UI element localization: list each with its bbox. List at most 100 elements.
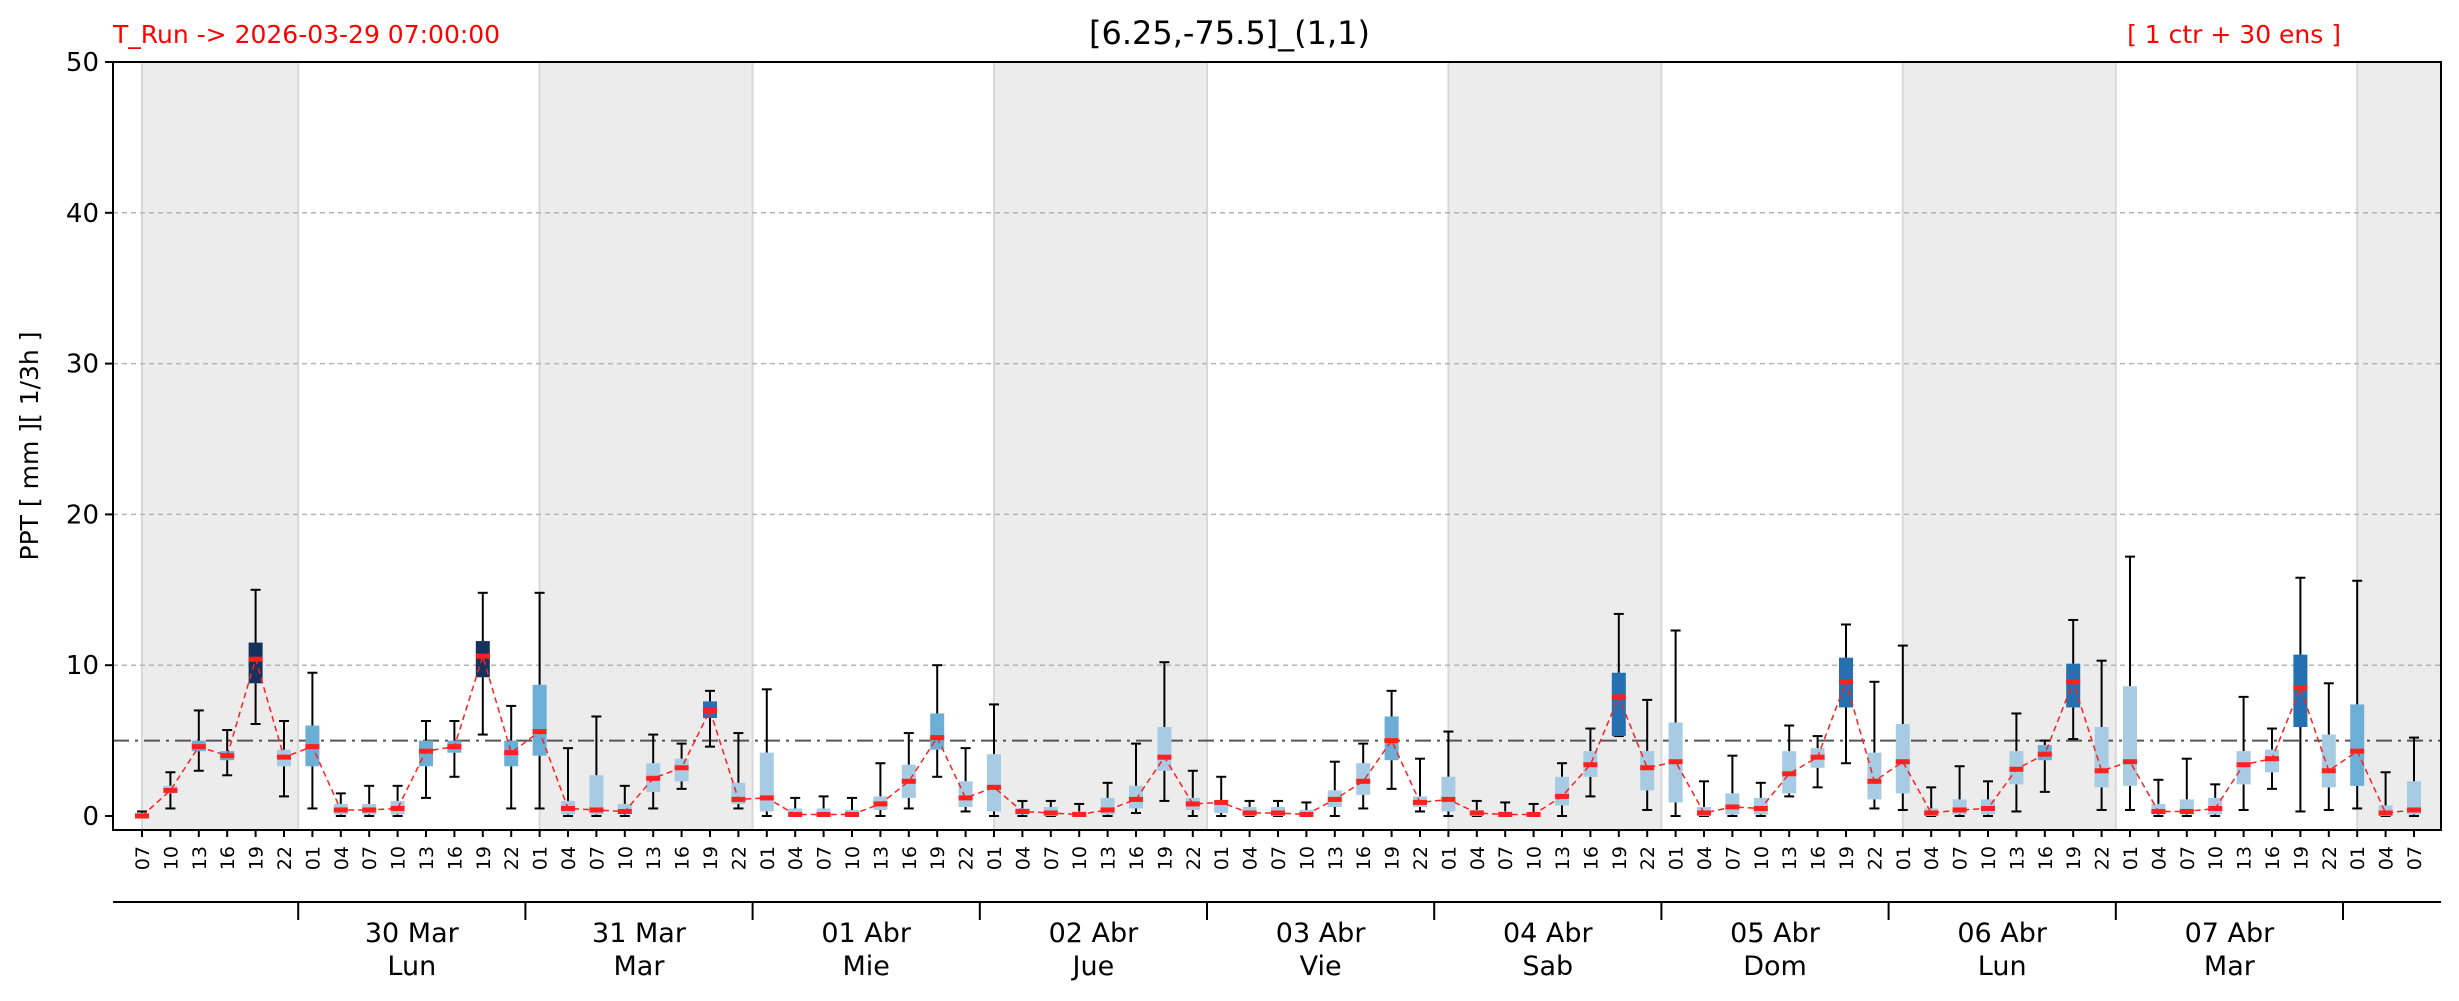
hour-tick-label: 07 xyxy=(1495,846,1517,870)
hour-tick-label: 16 xyxy=(2035,846,2057,870)
hour-tick-label: 10 xyxy=(1069,846,1091,870)
box-62 xyxy=(1895,644,1910,811)
hour-tick-label: 10 xyxy=(2205,846,2227,870)
hour-tick-label: 04 xyxy=(331,846,353,870)
day-band xyxy=(1902,62,2116,830)
day-bands xyxy=(141,62,2442,830)
hour-tick-label: 10 xyxy=(1751,846,1773,870)
day-date-label: 01 Abr xyxy=(821,918,912,949)
box-57 xyxy=(1753,781,1768,817)
hour-tick-label: 07 xyxy=(2177,846,2199,870)
hour-tick-label: 07 xyxy=(1722,846,1744,870)
hour-tick-label: 13 xyxy=(1325,846,1347,870)
hour-tick-label: 13 xyxy=(1779,846,1801,870)
hour-tick-label: 13 xyxy=(870,846,892,870)
box-38 xyxy=(1214,775,1229,817)
box-6 xyxy=(305,671,320,810)
box-iqr xyxy=(930,713,945,750)
hour-tick-label: 04 xyxy=(1467,846,1489,870)
box-iqr xyxy=(2350,704,2365,786)
y-tick-label: 20 xyxy=(66,500,99,530)
hour-tick-label: 01 xyxy=(1211,846,1233,870)
box-iqr xyxy=(1725,793,1740,815)
hour-tick-label: 19 xyxy=(1609,846,1631,870)
box-77 xyxy=(2321,682,2336,811)
hour-tick-label: 22 xyxy=(501,846,523,870)
box-13 xyxy=(504,704,519,810)
day-band xyxy=(2357,62,2441,830)
hour-tick-label: 19 xyxy=(1154,846,1176,870)
hour-tick-label: 22 xyxy=(2319,846,2341,870)
hour-tick-label: 04 xyxy=(2148,846,2170,870)
day-date-label: 03 Abr xyxy=(1276,918,1367,949)
hour-tick-label: 16 xyxy=(672,846,694,870)
box-iqr xyxy=(759,752,774,812)
hour-tick-label: 04 xyxy=(1921,846,1943,870)
hour-tick-label: 19 xyxy=(2290,846,2312,870)
median-mark xyxy=(1952,807,1967,813)
hour-tick-label: 22 xyxy=(1410,846,1432,870)
box-iqr xyxy=(1640,751,1655,791)
box-43 xyxy=(1356,742,1371,810)
day-weekday-label: Sab xyxy=(1522,951,1573,982)
hour-tick-label: 19 xyxy=(1836,846,1858,870)
hour-tick-label: 07 xyxy=(814,846,836,870)
median-mark xyxy=(2094,768,2109,774)
hour-tick-label: 16 xyxy=(2262,846,2284,870)
median-mark xyxy=(1895,759,1910,765)
hour-tick-label: 01 xyxy=(1893,846,1915,870)
day-date-label: 05 Abr xyxy=(1730,918,1821,949)
median-mark xyxy=(1640,765,1655,771)
hour-tick-label: 22 xyxy=(2092,846,2114,870)
hour-tick-label: 13 xyxy=(2006,846,2028,870)
box-28 xyxy=(930,664,945,778)
box-9 xyxy=(390,784,405,817)
day-date-label: 30 Mar xyxy=(365,918,460,949)
median-mark xyxy=(1583,762,1598,768)
box-39 xyxy=(1242,799,1257,817)
box-8 xyxy=(362,784,377,817)
box-iqr xyxy=(1895,724,1910,794)
day-weekday-label: Mie xyxy=(842,951,889,982)
ensemble-count-label: [ 1 ctr + 30 ens ] xyxy=(2127,20,2341,49)
day-date-label: 06 Abr xyxy=(1957,918,2048,949)
box-iqr xyxy=(1867,752,1882,800)
median-mark xyxy=(1668,759,1683,765)
day-weekday-label: Mar xyxy=(2204,951,2256,982)
median-mark xyxy=(1100,807,1115,813)
hour-tick-label: 01 xyxy=(2347,846,2369,870)
box-58 xyxy=(1782,724,1797,798)
day-date-label: 02 Abr xyxy=(1049,918,1140,949)
hour-tick-label: 01 xyxy=(530,846,552,870)
hour-tick-label: 16 xyxy=(1353,846,1375,870)
day-band xyxy=(539,62,753,830)
median-mark xyxy=(1924,810,1939,816)
hour-tick-label: 10 xyxy=(1978,846,2000,870)
box-55 xyxy=(1697,780,1711,817)
hour-tick-label: 19 xyxy=(927,846,949,870)
hour-tick-label: 16 xyxy=(1808,846,1830,870)
y-axis: 0 10 20 30 40 50 xyxy=(66,48,113,832)
box-iqr xyxy=(2321,734,2336,788)
box-63 xyxy=(1924,786,1939,817)
box-30 xyxy=(987,703,1001,817)
hour-tick-label: 13 xyxy=(189,846,211,870)
box-iqr xyxy=(2293,654,2308,728)
hour-tick-label: 10 xyxy=(842,846,864,870)
median-mark xyxy=(2123,759,2137,765)
box-22 xyxy=(759,688,774,817)
y-tick-label: 0 xyxy=(82,802,99,832)
day-band xyxy=(142,62,299,830)
box-79 xyxy=(2378,771,2393,817)
hour-tick-label: 04 xyxy=(1012,846,1034,870)
day-date-label: 04 Abr xyxy=(1503,918,1594,949)
hour-tick-label: 22 xyxy=(274,846,296,870)
hour-tick-label: 16 xyxy=(899,846,921,870)
hour-tick-label: 07 xyxy=(1950,846,1972,870)
hour-tick-label: 13 xyxy=(2234,846,2256,870)
hour-tick-label: 22 xyxy=(1637,846,1659,870)
median-mark xyxy=(1782,771,1797,777)
hour-tick-label: 07 xyxy=(132,846,154,870)
hour-tick-label: 10 xyxy=(388,846,410,870)
